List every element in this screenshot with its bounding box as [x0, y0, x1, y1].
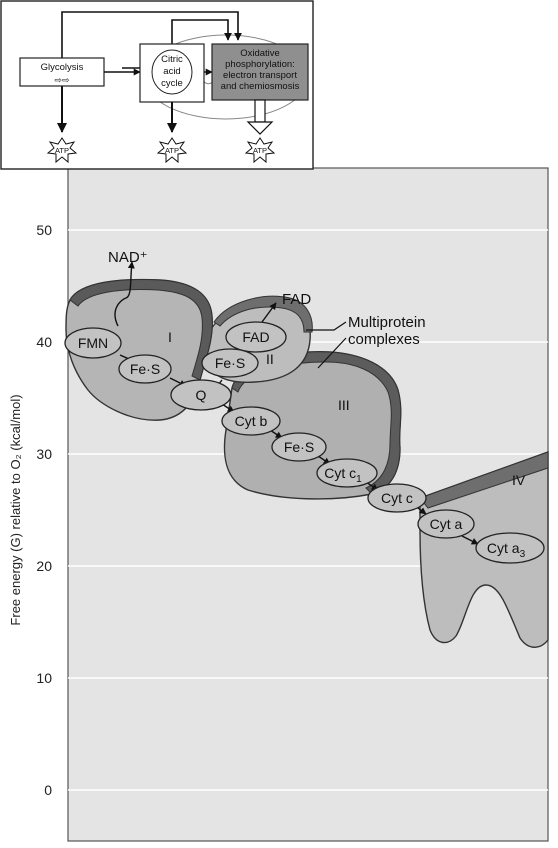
nad-arrow — [114, 261, 135, 327]
citric-label-1: Citric — [161, 54, 183, 65]
fes1-ellipse — [118, 354, 172, 384]
inset-loop-arrows — [61, 11, 242, 69]
multiprotein-leader-lines — [306, 321, 347, 369]
fad-out-arrow — [261, 302, 277, 323]
oxphos-label-4: and chemiosmosis — [221, 81, 300, 92]
oxphos-atp-arrow — [246, 99, 274, 135]
complex-i — [65, 278, 213, 421]
citric-acid-cycle-box — [139, 43, 205, 103]
y-tick-0: 0 — [44, 782, 52, 798]
atp-label-1: ATP — [55, 146, 69, 155]
cyta3-label: Cyt a3 — [487, 540, 526, 560]
fes1-label: Fe·S — [130, 361, 160, 377]
atp-burst-1: ATP — [46, 137, 78, 164]
y-tick-40: 40 — [36, 334, 52, 350]
atp-burst-3: ATP — [244, 137, 276, 164]
complex-iv-label: IV — [512, 472, 526, 488]
glycolysis-arrow-icon: ⇨⇨ — [54, 75, 70, 85]
cytb-label: Cyt b — [235, 413, 268, 429]
atp-label-2: ATP — [165, 146, 179, 155]
complex-i-label: I — [168, 329, 172, 345]
fes2-label: Fe·S — [215, 355, 245, 371]
cytc-label: Cyt c — [381, 490, 413, 506]
y-tick-20: 20 — [36, 558, 52, 574]
fes2-ellipse — [201, 348, 259, 378]
cyta3-ellipse — [475, 532, 545, 564]
nad-label: NAD⁺ — [108, 249, 148, 266]
y-axis-ticks: 50 40 30 20 10 0 — [36, 222, 52, 798]
oxphos-label-3: electron transport — [223, 70, 297, 81]
fmn-label: FMN — [78, 335, 108, 351]
cytc-ellipse — [367, 483, 427, 513]
atp-label-3: ATP — [253, 146, 267, 155]
cytc1-ellipse — [316, 458, 378, 488]
carrier-shapes — [64, 321, 545, 564]
q-ellipse — [170, 379, 232, 411]
q-label: Q — [196, 387, 207, 403]
overview-inset: Glycolysis ⇨⇨ Citric acid cycle Oxidativ… — [0, 0, 314, 170]
citric-label-2: acid — [163, 66, 180, 77]
cytc1-label: Cyt c1 — [324, 465, 362, 485]
fad-output-label: FAD — [282, 291, 311, 308]
fes3-ellipse — [271, 432, 327, 462]
multiprotein-label-line1: Multiprotein — [348, 314, 426, 331]
atp-burst-2: ATP — [156, 137, 188, 164]
cyta-ellipse — [417, 509, 475, 539]
citric-label-3: cycle — [161, 78, 183, 89]
glycolysis-label: Glycolysis — [41, 62, 84, 73]
cytb-ellipse — [221, 406, 281, 436]
cyta-label: Cyt a — [430, 516, 463, 532]
multiprotein-label-line2: complexes — [348, 331, 420, 348]
atp-arrows — [57, 86, 177, 133]
y-tick-10: 10 — [36, 670, 52, 686]
y-tick-30: 30 — [36, 446, 52, 462]
y-tick-50: 50 — [36, 222, 52, 238]
complex-iii-label: III — [338, 397, 350, 413]
fmn-ellipse — [64, 327, 122, 359]
fes3-label: Fe·S — [284, 439, 314, 455]
y-axis-label: Free energy (G) relative to O₂ (kcal/mol… — [8, 394, 23, 625]
cyta-to-cyta3-arrow — [461, 535, 479, 545]
oxphos-label-1: Oxidative — [240, 48, 280, 59]
fad-label: FAD — [242, 329, 269, 345]
fad-ellipse — [225, 321, 287, 353]
complex-ii-label: II — [266, 351, 274, 367]
oxphos-label-2: phosphorylation: — [225, 59, 295, 70]
